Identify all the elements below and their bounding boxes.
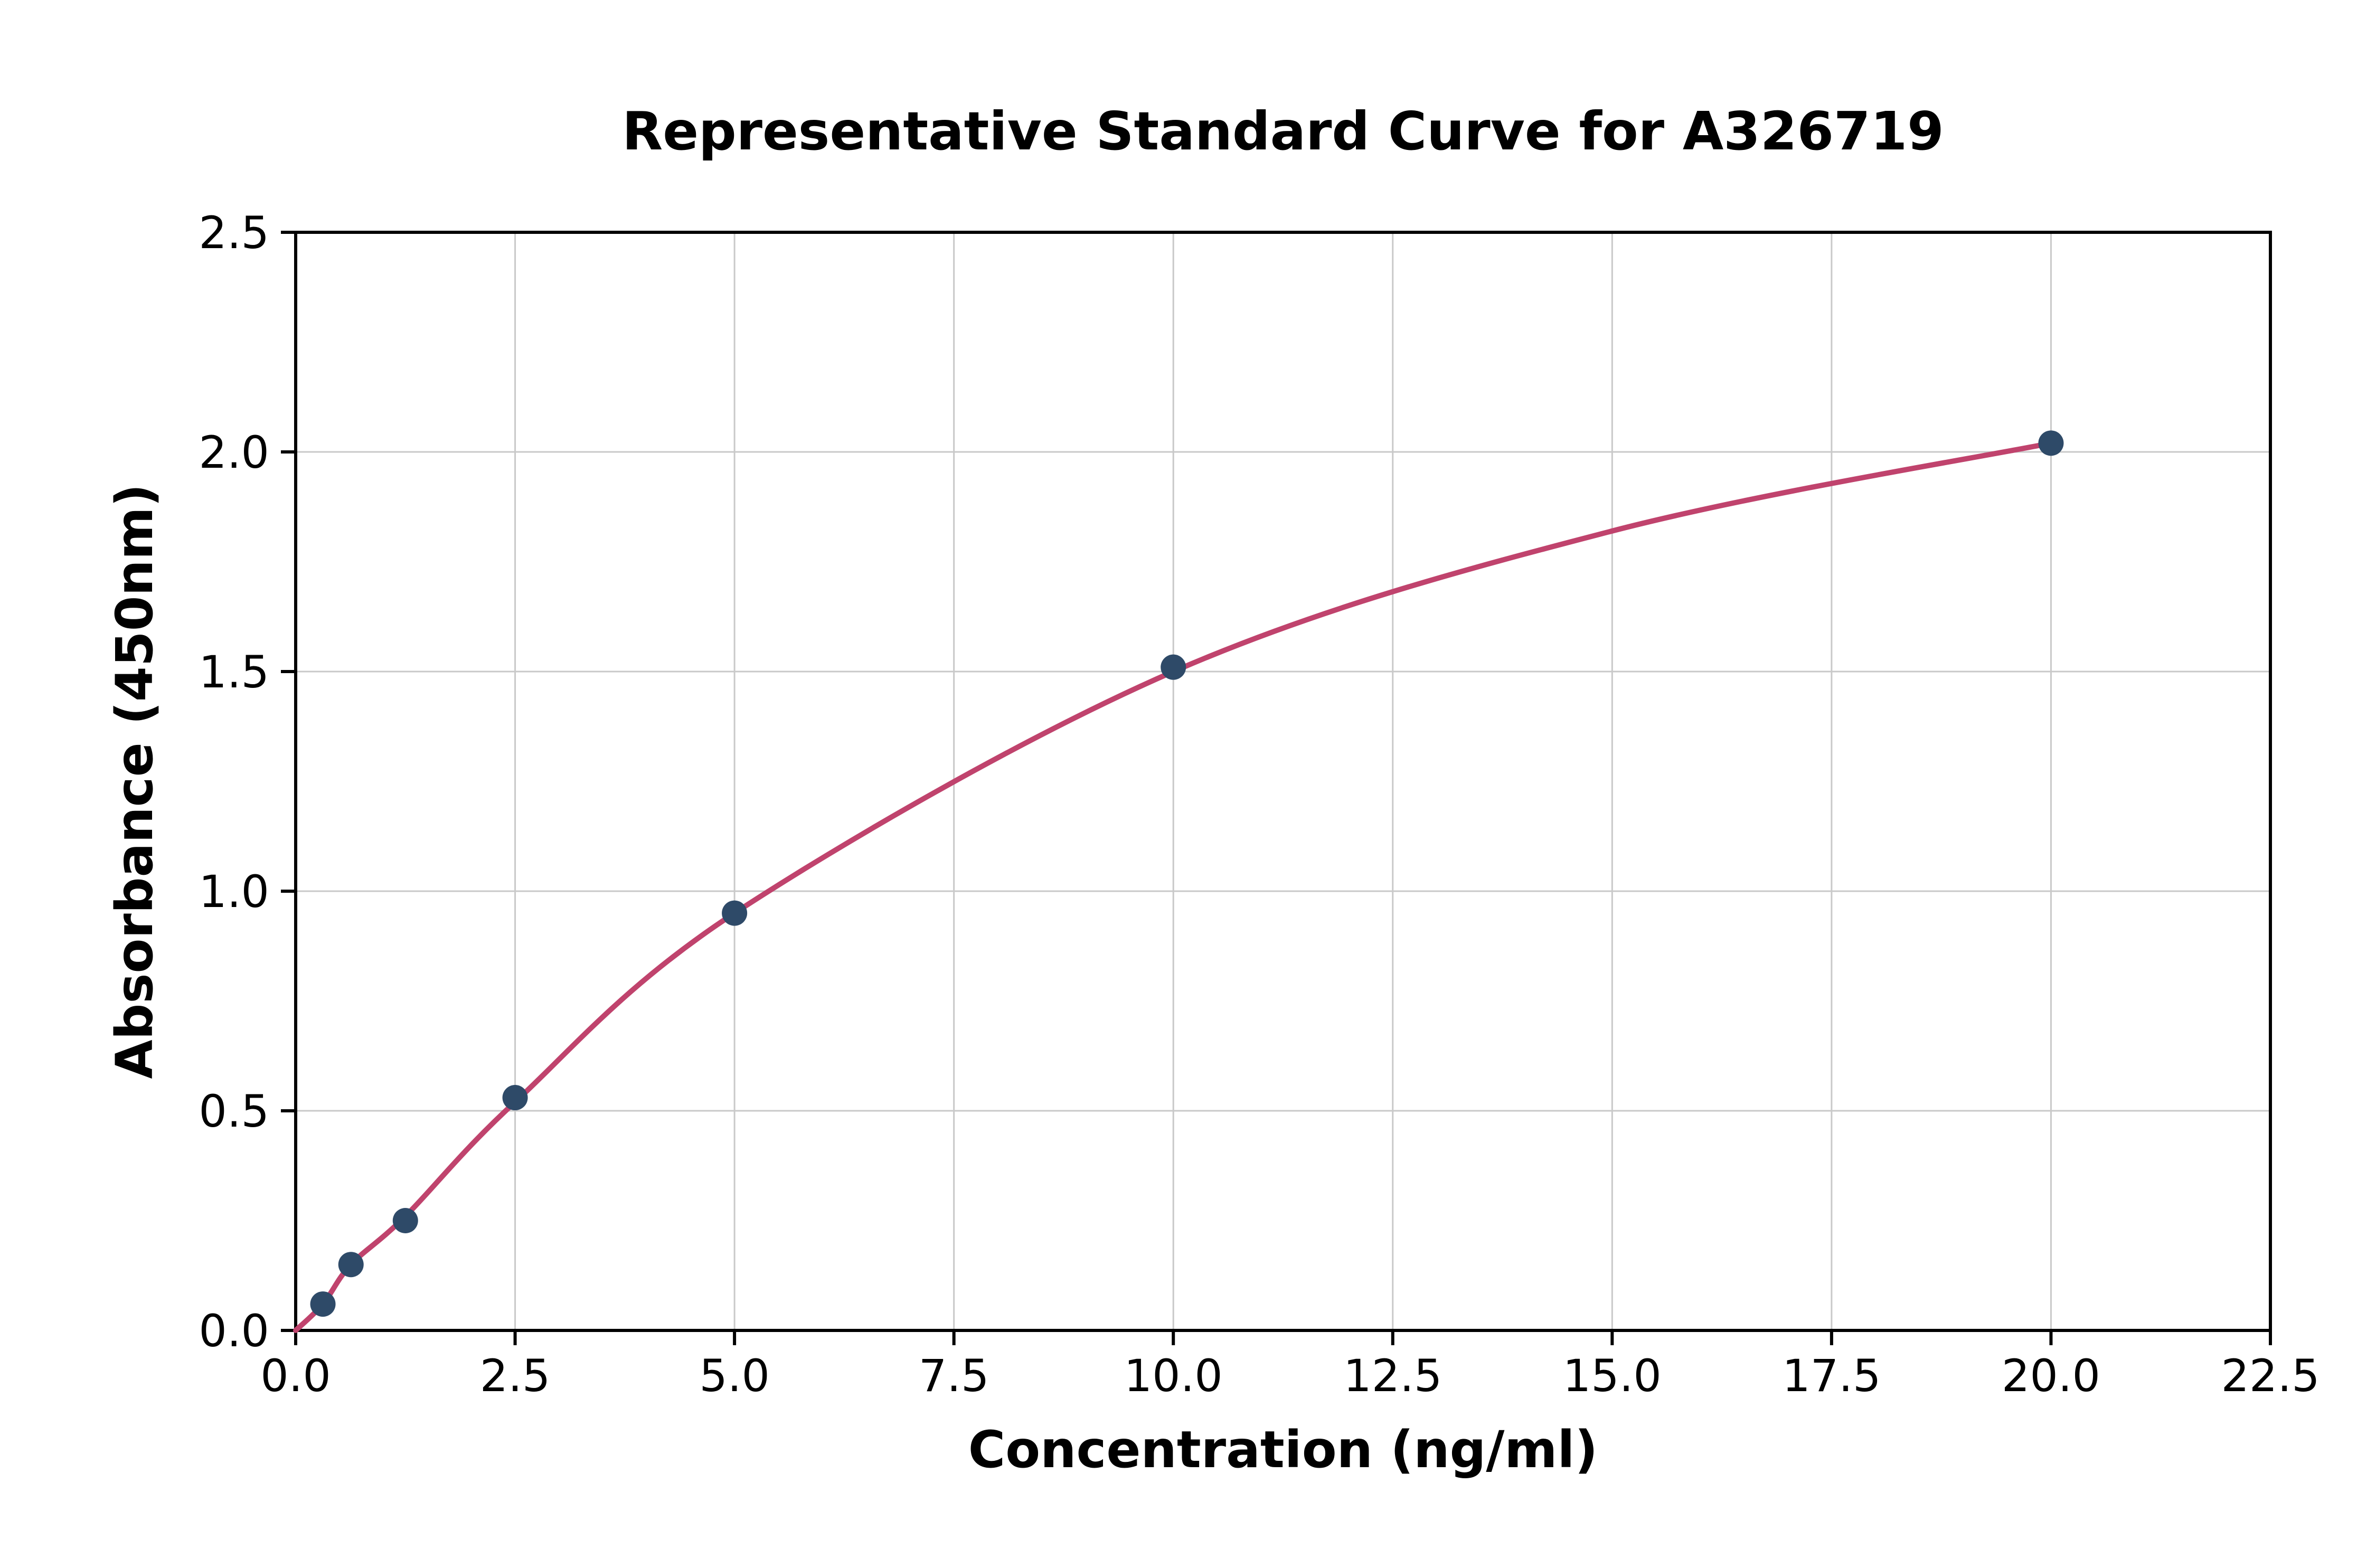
chart-title: Representative Standard Curve for A32671… xyxy=(622,100,1944,162)
x-tick-label: 12.5 xyxy=(1343,1350,1442,1402)
x-tick-label: 7.5 xyxy=(919,1350,989,1402)
x-tick-label: 5.0 xyxy=(699,1350,770,1402)
y-tick-label: 1.0 xyxy=(199,866,269,918)
fit-curve xyxy=(293,440,2054,1333)
y-tick-label: 0.0 xyxy=(199,1305,269,1357)
x-tick-label: 2.5 xyxy=(480,1350,551,1402)
data-point xyxy=(722,900,748,926)
y-tick-label: 2.5 xyxy=(199,207,269,259)
y-axis-label-text: Absorbance (450nm) xyxy=(105,484,164,1079)
data-point xyxy=(502,1085,528,1111)
x-tick-label: 20.0 xyxy=(2002,1350,2100,1402)
x-tick-label: 15.0 xyxy=(1563,1350,1662,1402)
x-tick-label: 10.0 xyxy=(1124,1350,1223,1402)
x-tick-label: 0.0 xyxy=(260,1350,331,1402)
y-tick-label: 1.5 xyxy=(199,646,269,698)
data-point xyxy=(2038,430,2064,456)
x-tick-label: 22.5 xyxy=(2221,1350,2320,1402)
x-tick-label: 17.5 xyxy=(1782,1350,1881,1402)
x-axis-label: Concentration (ng/ml) xyxy=(968,1420,1598,1479)
data-point xyxy=(310,1291,336,1317)
y-tick-label: 2.0 xyxy=(199,427,269,478)
data-point xyxy=(392,1208,418,1233)
axis-frame xyxy=(294,231,2272,1332)
y-tick-label: 0.5 xyxy=(199,1085,269,1137)
data-point xyxy=(338,1252,364,1278)
data-point xyxy=(1161,654,1186,680)
